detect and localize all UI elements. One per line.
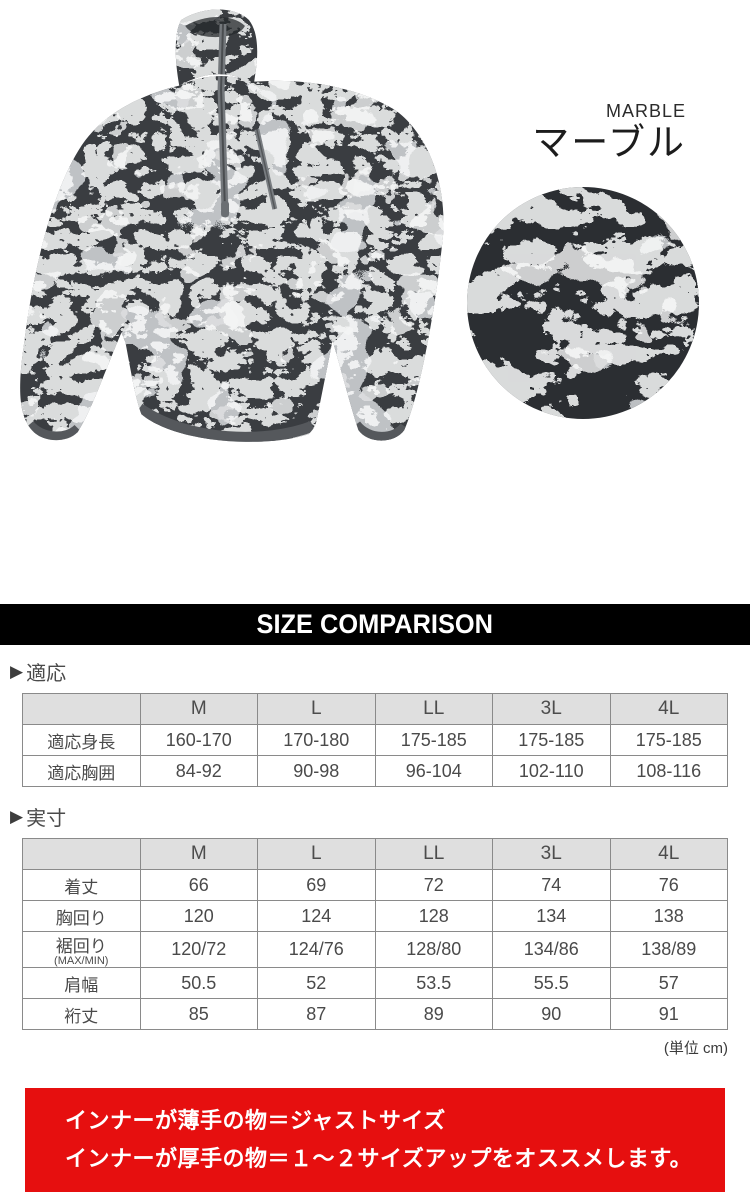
value-cell: 90 (492, 998, 611, 1030)
size-advice-notice: インナーが薄手の物＝ジャストサイズ インナーが厚手の物＝１～２サイズアップをオス… (25, 1088, 725, 1192)
row-label: 着丈 (22, 869, 141, 901)
value-cell: 128/80 (374, 931, 493, 968)
value-cell: 134/86 (492, 931, 611, 968)
value-cell: 175-185 (609, 724, 728, 756)
column-header: 4L (609, 693, 728, 725)
fit-section-label-text: 適応 (26, 662, 67, 685)
row-label-main: 裾回り (55, 937, 107, 956)
pattern-name-block: MARBLE マーブル (532, 101, 686, 164)
row-label: 胸回り (22, 900, 141, 932)
column-header: L (257, 838, 376, 870)
column-header: L (257, 693, 376, 725)
banner-title: SIZE COMPARISON (256, 609, 494, 639)
column-header: LL (374, 693, 493, 725)
table-row: 適応身長 160-170 170-180 175-185 175-185 175… (22, 724, 728, 756)
value-cell: 53.5 (374, 967, 493, 999)
value-cell: 57 (609, 967, 728, 999)
pattern-name-en: MARBLE (605, 101, 686, 121)
value-cell: 72 (374, 869, 493, 901)
value-cell: 175-185 (374, 724, 493, 756)
value-cell: 138/89 (609, 931, 728, 968)
column-header (22, 693, 141, 725)
value-cell: 124/76 (257, 931, 376, 968)
value-cell: 66 (139, 869, 258, 901)
size-comparison-banner: SIZE COMPARISON (0, 604, 750, 645)
value-cell: 85 (139, 998, 258, 1030)
table-row: 着丈 66 69 72 74 76 (22, 869, 728, 901)
value-cell: 120 (139, 900, 258, 932)
table-row: 適応胸囲 84-92 90-98 96-104 102-110 108-116 (22, 755, 728, 787)
value-cell: 128 (374, 900, 493, 932)
fit-table-header-row: M L LL 3L 4L (22, 693, 728, 725)
value-cell: 138 (609, 900, 728, 932)
row-label: 適応身長 (22, 724, 141, 756)
column-header: M (139, 838, 258, 870)
value-cell: 89 (374, 998, 493, 1030)
fabric-detail-circle (466, 186, 700, 420)
actual-table-header-row: M L LL 3L 4L (22, 838, 728, 870)
actual-section-label: ▶ 実寸 (10, 803, 750, 830)
table-row: 裾回り (MAX/MIN) 120/72 124/76 128/80 134/8… (22, 931, 728, 968)
row-label-sub: (MAX/MIN) (54, 955, 109, 967)
fit-table: M L LL 3L 4L 適応身長 160-170 170-180 175-18… (22, 693, 728, 787)
column-header: 3L (492, 693, 611, 725)
fit-section: ▶ 適応 M L LL 3L 4L 適応身長 160-170 170-180 (0, 658, 750, 787)
value-cell: 160-170 (139, 724, 258, 756)
value-cell: 91 (609, 998, 728, 1030)
value-cell: 74 (492, 869, 611, 901)
value-cell: 76 (609, 869, 728, 901)
value-cell: 55.5 (492, 967, 611, 999)
value-cell: 87 (257, 998, 376, 1030)
column-header (22, 838, 141, 870)
value-cell: 96-104 (374, 755, 493, 787)
value-cell: 120/72 (139, 931, 258, 968)
notice-line: インナーが厚手の物＝１～２サイズアップをオススメします。 (65, 1146, 693, 1171)
column-header: 4L (609, 838, 728, 870)
column-header: 3L (492, 838, 611, 870)
row-label: 裄丈 (22, 998, 141, 1030)
value-cell: 124 (257, 900, 376, 932)
value-cell: 134 (492, 900, 611, 932)
triangle-marker-icon: ▶ (10, 661, 24, 681)
column-header: LL (374, 838, 493, 870)
table-row: 胸回り 120 124 128 134 138 (22, 900, 728, 932)
value-cell: 102-110 (492, 755, 611, 787)
fit-section-label: ▶ 適応 (10, 658, 750, 685)
row-label: 適応胸囲 (22, 755, 141, 787)
hero-section: MARBLE マーブル (20, 9, 700, 442)
notice-line: インナーが薄手の物＝ジャストサイズ (65, 1108, 446, 1133)
table-row: 裄丈 85 87 89 90 91 (22, 998, 728, 1030)
table-row: 肩幅 50.5 52 53.5 55.5 57 (22, 967, 728, 999)
value-cell: 90-98 (257, 755, 376, 787)
actual-section-label-text: 実寸 (26, 807, 67, 830)
value-cell: 50.5 (139, 967, 258, 999)
value-cell: 108-116 (609, 755, 728, 787)
value-cell: 69 (257, 869, 376, 901)
row-label: 裾回り (MAX/MIN) (22, 931, 141, 968)
product-photo-jacket (20, 9, 444, 442)
actual-table: M L LL 3L 4L 着丈 66 69 72 74 76 胸回り (22, 838, 728, 1030)
value-cell: 170-180 (257, 724, 376, 756)
actual-section: ▶ 実寸 M L LL 3L 4L 着丈 66 69 72 (0, 803, 750, 1058)
triangle-marker-icon: ▶ (10, 806, 24, 826)
row-label: 肩幅 (22, 967, 141, 999)
value-cell: 52 (257, 967, 376, 999)
column-header: M (139, 693, 258, 725)
value-cell: 84-92 (139, 755, 258, 787)
value-cell: 175-185 (492, 724, 611, 756)
unit-note: (単位 cm) (663, 1040, 728, 1057)
pattern-name-ja: マーブル (532, 121, 686, 163)
